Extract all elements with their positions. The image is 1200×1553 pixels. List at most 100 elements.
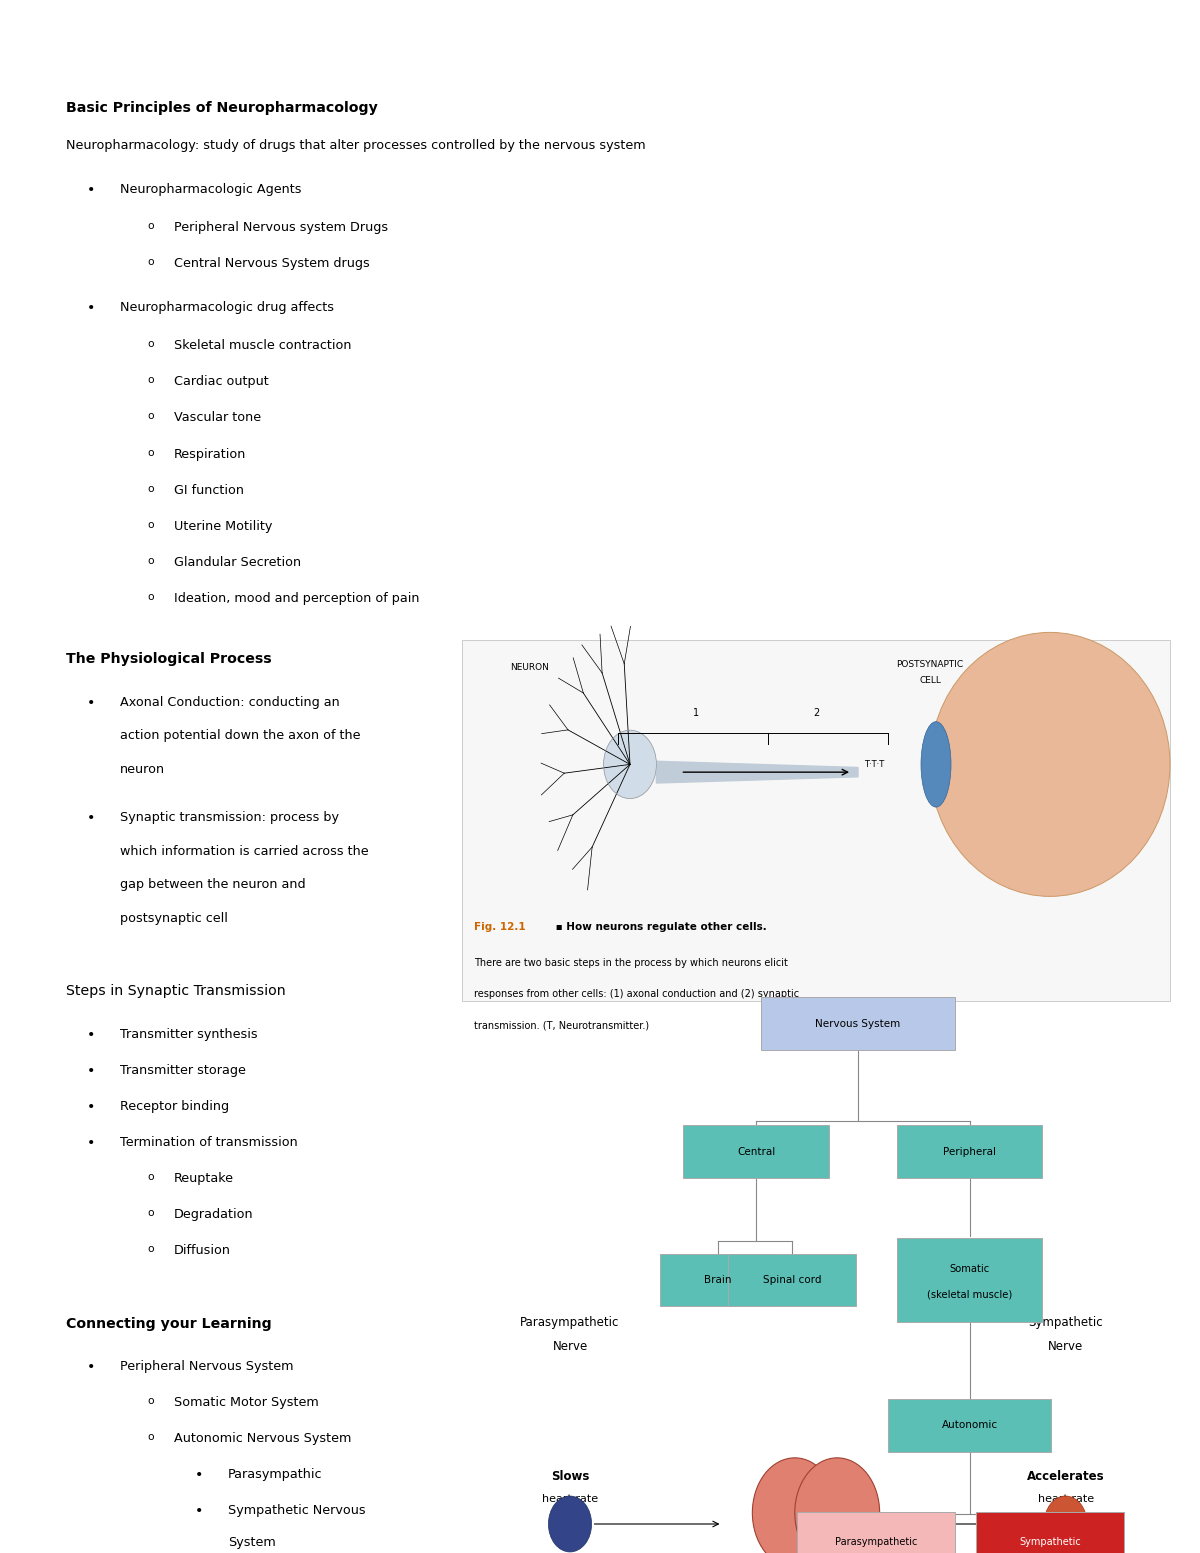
Text: Sympathetic: Sympathetic — [1028, 1315, 1103, 1328]
Text: (skeletal muscle): (skeletal muscle) — [926, 1291, 1013, 1300]
Text: POSTSYNAPTIC: POSTSYNAPTIC — [896, 660, 964, 669]
Text: •: • — [86, 696, 95, 710]
Text: Receptor binding: Receptor binding — [120, 1100, 229, 1114]
Text: Nerve: Nerve — [1048, 1340, 1084, 1353]
Text: neuron: neuron — [120, 763, 166, 776]
Text: gap between the neuron and: gap between the neuron and — [120, 879, 306, 891]
Text: o: o — [148, 520, 155, 530]
Text: postsynaptic cell: postsynaptic cell — [120, 912, 228, 926]
Text: Connecting your Learning: Connecting your Learning — [66, 1317, 271, 1331]
Text: Respiration: Respiration — [174, 447, 246, 461]
Text: ▪ How neurons regulate other cells.: ▪ How neurons regulate other cells. — [552, 922, 767, 932]
Text: •: • — [86, 183, 95, 197]
FancyBboxPatch shape — [898, 1238, 1042, 1322]
Text: The Physiological Process: The Physiological Process — [66, 652, 271, 666]
Text: o: o — [148, 1432, 155, 1443]
FancyArrowPatch shape — [756, 1511, 815, 1553]
Text: Axonal Conduction: conducting an: Axonal Conduction: conducting an — [120, 696, 340, 708]
Text: NEURON: NEURON — [510, 663, 548, 672]
Text: heart rate: heart rate — [1038, 1494, 1093, 1505]
Circle shape — [794, 1458, 880, 1553]
Text: o: o — [148, 556, 155, 565]
Text: •: • — [86, 1064, 95, 1078]
FancyBboxPatch shape — [888, 1399, 1051, 1452]
Text: T·T·T: T·T·T — [864, 759, 884, 769]
Text: Slows: Slows — [551, 1469, 589, 1483]
FancyBboxPatch shape — [728, 1253, 856, 1306]
Text: Spinal cord: Spinal cord — [763, 1275, 821, 1284]
Text: Basic Principles of Neuropharmacology: Basic Principles of Neuropharmacology — [66, 101, 378, 115]
FancyBboxPatch shape — [976, 1511, 1124, 1553]
Text: •: • — [86, 1100, 95, 1114]
Text: •: • — [86, 1137, 95, 1151]
Text: o: o — [148, 1173, 155, 1182]
Text: Steps in Synaptic Transmission: Steps in Synaptic Transmission — [66, 985, 286, 999]
Text: Parasympathetic: Parasympathetic — [835, 1537, 917, 1547]
Text: Neuropharmacologic drug affects: Neuropharmacologic drug affects — [120, 301, 334, 314]
Text: Autonomic Nervous System: Autonomic Nervous System — [174, 1432, 352, 1446]
Text: Degradation: Degradation — [174, 1208, 253, 1221]
Ellipse shape — [922, 722, 952, 808]
FancyBboxPatch shape — [797, 1511, 955, 1553]
Text: Vascular tone: Vascular tone — [174, 412, 262, 424]
Text: o: o — [148, 592, 155, 603]
Text: Parasympathetic: Parasympathetic — [521, 1315, 619, 1328]
Text: Termination of transmission: Termination of transmission — [120, 1137, 298, 1149]
Text: CELL: CELL — [919, 676, 941, 685]
Text: Ideation, mood and perception of pain: Ideation, mood and perception of pain — [174, 592, 420, 606]
Text: •: • — [86, 811, 95, 825]
FancyBboxPatch shape — [762, 997, 955, 1050]
Text: Synaptic transmission: process by: Synaptic transmission: process by — [120, 811, 340, 825]
Text: Neuropharmacology: study of drugs that alter processes controlled by the nervous: Neuropharmacology: study of drugs that a… — [66, 140, 646, 152]
Text: Nervous System: Nervous System — [815, 1019, 901, 1028]
Text: Uterine Motility: Uterine Motility — [174, 520, 272, 533]
Text: Brain: Brain — [704, 1275, 731, 1284]
Text: o: o — [148, 1208, 155, 1218]
Text: transmission. (T, Neurotransmitter.): transmission. (T, Neurotransmitter.) — [474, 1020, 649, 1031]
Text: Central Nervous System drugs: Central Nervous System drugs — [174, 258, 370, 270]
Text: o: o — [148, 1396, 155, 1405]
Text: Sympathetic Nervous: Sympathetic Nervous — [228, 1505, 366, 1517]
Text: Cardiac output: Cardiac output — [174, 376, 269, 388]
Text: which information is carried across the: which information is carried across the — [120, 845, 368, 857]
Text: Diffusion: Diffusion — [174, 1244, 230, 1258]
Text: Fig. 12.1: Fig. 12.1 — [474, 922, 526, 932]
Polygon shape — [752, 1508, 880, 1553]
Text: Glandular Secretion: Glandular Secretion — [174, 556, 301, 568]
Text: 1: 1 — [692, 708, 700, 717]
Text: •: • — [194, 1505, 203, 1519]
Polygon shape — [656, 761, 858, 783]
Text: Transmitter synthesis: Transmitter synthesis — [120, 1028, 258, 1041]
Text: Neuropharmacologic Agents: Neuropharmacologic Agents — [120, 183, 301, 196]
FancyBboxPatch shape — [684, 1126, 829, 1179]
Text: o: o — [148, 1244, 155, 1255]
Text: o: o — [148, 339, 155, 349]
Circle shape — [604, 730, 656, 798]
Text: 2: 2 — [812, 708, 820, 717]
Text: responses from other cells: (1) axonal conduction and (2) synaptic: responses from other cells: (1) axonal c… — [474, 989, 799, 999]
Text: •: • — [86, 301, 95, 315]
Text: Skeletal muscle contraction: Skeletal muscle contraction — [174, 339, 352, 353]
Text: Transmitter storage: Transmitter storage — [120, 1064, 246, 1076]
Text: Somatic Motor System: Somatic Motor System — [174, 1396, 319, 1409]
FancyBboxPatch shape — [898, 1126, 1042, 1179]
Text: Central: Central — [737, 1146, 775, 1157]
Circle shape — [548, 1496, 592, 1551]
Text: heart rate: heart rate — [542, 1494, 598, 1505]
Text: •: • — [86, 1028, 95, 1042]
Circle shape — [1044, 1496, 1087, 1551]
Text: There are two basic steps in the process by which neurons elicit: There are two basic steps in the process… — [474, 958, 788, 968]
Text: o: o — [148, 258, 155, 267]
Text: Autonomic: Autonomic — [942, 1419, 997, 1430]
Text: Accelerates: Accelerates — [1027, 1469, 1104, 1483]
Text: •: • — [194, 1468, 203, 1482]
Text: Parasympathic: Parasympathic — [228, 1468, 323, 1482]
Text: Receptor: Receptor — [1030, 752, 1070, 761]
Text: Peripheral Nervous system Drugs: Peripheral Nervous system Drugs — [174, 222, 388, 235]
Text: Nerve: Nerve — [552, 1340, 588, 1353]
Text: o: o — [148, 376, 155, 385]
Text: Peripheral: Peripheral — [943, 1146, 996, 1157]
Text: Somatic: Somatic — [949, 1264, 990, 1273]
Text: o: o — [148, 412, 155, 421]
Ellipse shape — [930, 632, 1170, 896]
